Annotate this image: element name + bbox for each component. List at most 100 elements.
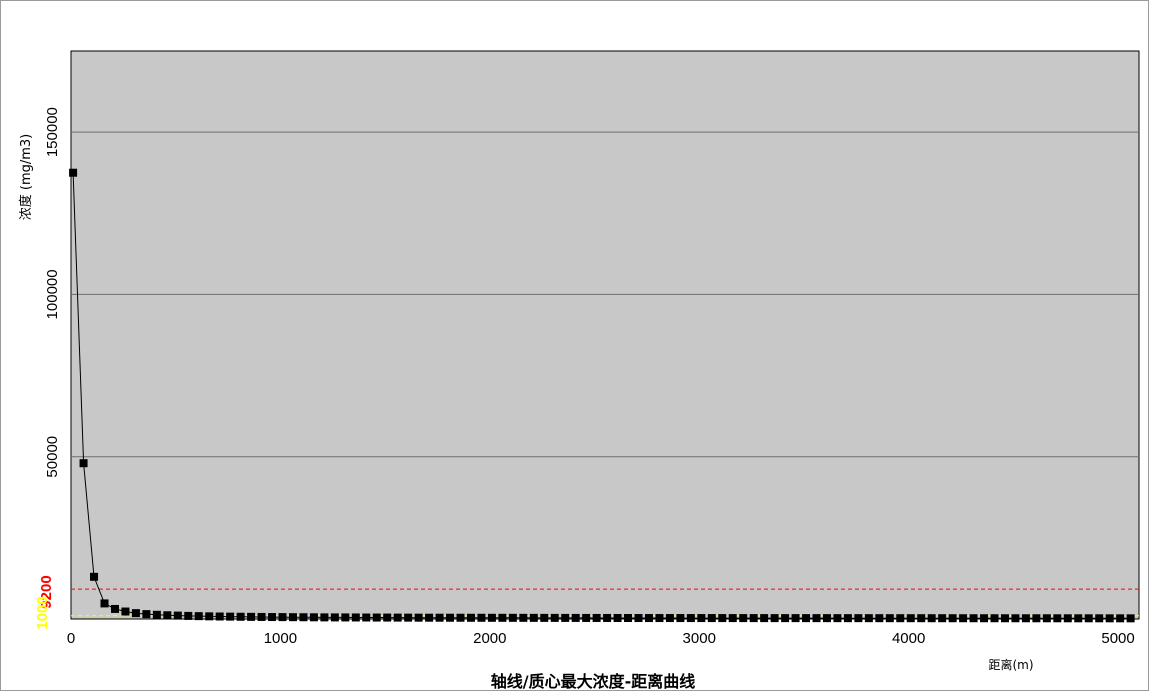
data-point bbox=[885, 614, 894, 623]
data-point bbox=[1084, 614, 1093, 623]
data-point bbox=[110, 604, 119, 613]
data-point bbox=[1000, 614, 1009, 623]
data-point bbox=[665, 614, 674, 623]
data-point bbox=[383, 613, 392, 622]
x-tick-label: 4000 bbox=[892, 630, 925, 647]
x-axis-label: 距离(m) bbox=[988, 657, 1033, 672]
data-point bbox=[90, 572, 99, 581]
data-point bbox=[676, 614, 685, 623]
data-point bbox=[226, 612, 235, 621]
data-point bbox=[728, 614, 737, 623]
data-point bbox=[508, 613, 517, 622]
data-point bbox=[498, 613, 507, 622]
data-point bbox=[288, 613, 297, 622]
data-point bbox=[487, 613, 496, 622]
data-point bbox=[812, 614, 821, 623]
data-point bbox=[948, 614, 957, 623]
data-point bbox=[268, 613, 277, 622]
data-point bbox=[466, 613, 475, 622]
data-point bbox=[969, 614, 978, 623]
data-point bbox=[864, 614, 873, 623]
data-point bbox=[875, 614, 884, 623]
data-point bbox=[833, 614, 842, 623]
data-point bbox=[1042, 614, 1051, 623]
data-point bbox=[142, 610, 151, 619]
data-point bbox=[309, 613, 318, 622]
y-tick-label: 100000 bbox=[44, 269, 61, 319]
data-point bbox=[299, 613, 308, 622]
data-point bbox=[372, 613, 381, 622]
data-point bbox=[1053, 614, 1062, 623]
data-point bbox=[896, 614, 905, 623]
data-point bbox=[571, 613, 580, 622]
data-point bbox=[644, 614, 653, 623]
data-point bbox=[854, 614, 863, 623]
data-point bbox=[529, 613, 538, 622]
y-tick-label: 150000 bbox=[44, 107, 61, 157]
data-point bbox=[215, 612, 224, 621]
data-point bbox=[749, 614, 758, 623]
data-point bbox=[320, 613, 329, 622]
data-point bbox=[1032, 614, 1041, 623]
data-point bbox=[1011, 614, 1020, 623]
data-point bbox=[906, 614, 915, 623]
data-point bbox=[152, 610, 161, 619]
data-point bbox=[634, 614, 643, 623]
y-tick-label: 50000 bbox=[44, 436, 61, 478]
data-point bbox=[131, 609, 140, 618]
data-point bbox=[184, 611, 193, 620]
data-point bbox=[519, 613, 528, 622]
y-axis-label: 浓度 (mg/m3) bbox=[18, 134, 34, 221]
data-point bbox=[613, 613, 622, 622]
data-point bbox=[236, 612, 245, 621]
data-point bbox=[760, 614, 769, 623]
x-tick-label: 3000 bbox=[683, 630, 716, 647]
data-point bbox=[822, 614, 831, 623]
data-point bbox=[173, 611, 182, 620]
data-point bbox=[1063, 614, 1072, 623]
data-point bbox=[550, 613, 559, 622]
data-point bbox=[247, 612, 256, 621]
data-point bbox=[205, 612, 214, 621]
data-point bbox=[1105, 614, 1114, 623]
x-tick-label: 0 bbox=[67, 630, 75, 647]
threshold-label: 1000 bbox=[34, 596, 51, 629]
data-point bbox=[414, 613, 423, 622]
data-point bbox=[100, 599, 109, 608]
data-point bbox=[927, 614, 936, 623]
data-point bbox=[79, 459, 88, 468]
data-point bbox=[707, 614, 716, 623]
data-point bbox=[843, 614, 852, 623]
x-tick-label: 2000 bbox=[473, 630, 506, 647]
data-point bbox=[990, 614, 999, 623]
data-point bbox=[802, 614, 811, 623]
data-point bbox=[959, 614, 968, 623]
data-point bbox=[1126, 614, 1135, 623]
data-series bbox=[69, 168, 1135, 623]
plot-area bbox=[70, 50, 1140, 620]
data-point bbox=[1116, 614, 1125, 623]
data-point bbox=[163, 611, 172, 620]
x-tick-label: 5000 bbox=[1101, 630, 1134, 647]
data-point bbox=[770, 614, 779, 623]
data-point bbox=[456, 613, 465, 622]
data-point bbox=[278, 613, 287, 622]
data-point bbox=[697, 614, 706, 623]
data-point bbox=[917, 614, 926, 623]
data-point bbox=[477, 613, 486, 622]
data-point bbox=[582, 613, 591, 622]
grid-lines bbox=[71, 131, 1139, 458]
chart-title: 轴线/质心最大浓度-距离曲线 bbox=[491, 672, 696, 691]
data-point bbox=[980, 614, 989, 623]
data-point bbox=[69, 168, 78, 177]
data-point bbox=[194, 612, 203, 621]
data-point bbox=[1095, 614, 1104, 623]
data-point bbox=[718, 614, 727, 623]
data-point bbox=[938, 614, 947, 623]
data-point bbox=[655, 614, 664, 623]
data-point bbox=[791, 614, 800, 623]
data-point bbox=[540, 613, 549, 622]
data-point bbox=[330, 613, 339, 622]
